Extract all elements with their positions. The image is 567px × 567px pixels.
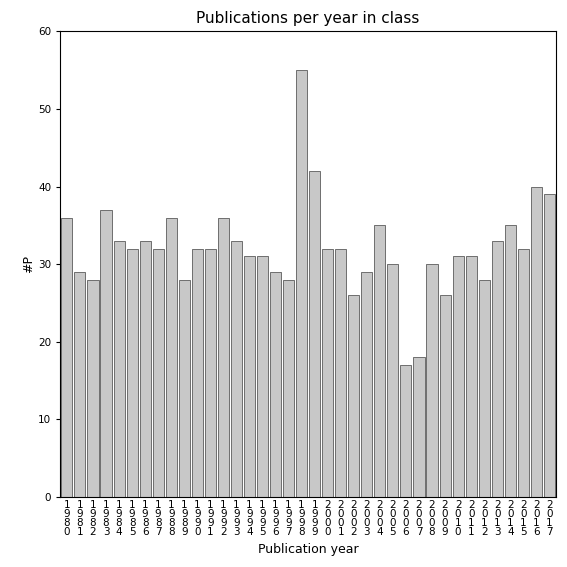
Title: Publications per year in class: Publications per year in class [196, 11, 420, 26]
Bar [374, 226, 386, 497]
Bar [139, 241, 151, 497]
Bar [244, 256, 255, 497]
Bar [231, 241, 242, 497]
Bar [426, 264, 438, 497]
Bar [544, 194, 555, 497]
Bar [452, 256, 464, 497]
Bar [335, 249, 346, 497]
Bar [439, 295, 451, 497]
Bar [166, 218, 177, 497]
Bar [257, 256, 268, 497]
Bar [466, 256, 477, 497]
Bar [100, 210, 112, 497]
X-axis label: Publication year: Publication year [258, 543, 358, 556]
Bar [413, 357, 425, 497]
Bar [87, 280, 99, 497]
Bar [531, 187, 542, 497]
Bar [61, 218, 73, 497]
Bar [270, 272, 281, 497]
Bar [479, 280, 490, 497]
Bar [205, 249, 216, 497]
Bar [179, 280, 190, 497]
Bar [192, 249, 203, 497]
Bar [113, 241, 125, 497]
Bar [387, 264, 399, 497]
Bar [400, 365, 412, 497]
Bar [296, 70, 307, 497]
Bar [153, 249, 164, 497]
Bar [283, 280, 294, 497]
Bar [492, 241, 503, 497]
Bar [322, 249, 333, 497]
Bar [505, 226, 516, 497]
Bar [74, 272, 86, 497]
Bar [309, 171, 320, 497]
Bar [361, 272, 373, 497]
Bar [518, 249, 529, 497]
Bar [348, 295, 359, 497]
Bar [126, 249, 138, 497]
Y-axis label: #P: #P [23, 255, 36, 273]
Bar [218, 218, 229, 497]
